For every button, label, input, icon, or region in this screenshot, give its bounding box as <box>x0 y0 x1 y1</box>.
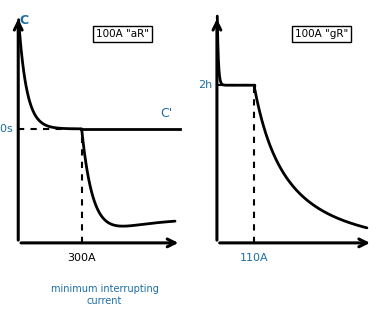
Text: 30s: 30s <box>0 124 13 134</box>
Text: 100A "aR": 100A "aR" <box>96 29 149 39</box>
Text: minimum interrupting
current: minimum interrupting current <box>51 284 159 306</box>
Text: 100A "gR": 100A "gR" <box>295 29 348 39</box>
Text: C': C' <box>160 107 172 120</box>
Text: 300A: 300A <box>67 253 96 262</box>
Text: 110A: 110A <box>240 253 268 262</box>
Text: C: C <box>19 14 28 27</box>
Text: 2h: 2h <box>198 80 212 90</box>
